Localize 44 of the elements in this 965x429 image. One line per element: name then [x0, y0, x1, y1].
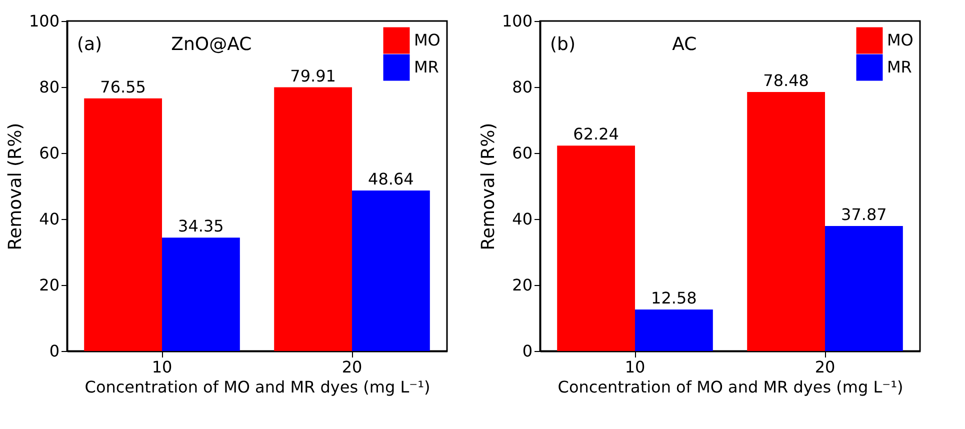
bar [84, 98, 162, 351]
bar [635, 309, 713, 351]
y-axis-title: Removal (R%) [4, 122, 26, 250]
x-tick-label: 10 [624, 358, 646, 376]
data-label: 12.58 [651, 288, 697, 308]
data-label: 76.55 [100, 77, 146, 96]
y-tick-label: 100 [28, 12, 60, 30]
x-tick-label: 20 [342, 358, 362, 376]
data-label: 62.24 [573, 124, 619, 144]
legend-label: MO [887, 30, 914, 50]
bar [825, 226, 903, 351]
legend-label: MO [414, 30, 440, 50]
x-tick-label: 10 [152, 358, 172, 376]
data-label: 79.91 [290, 66, 336, 86]
y-tick-label: 40 [39, 210, 60, 228]
bar [162, 238, 240, 351]
bar [352, 190, 430, 351]
y-axis-title: Removal (R%) [478, 122, 499, 250]
y-tick-label: 20 [39, 276, 60, 294]
y-tick-label: 60 [512, 144, 532, 162]
x-axis-title: Concentration of MO and MR dyes (mg L⁻¹) [84, 378, 430, 396]
bar [274, 87, 352, 351]
y-tick-label: 40 [512, 210, 532, 228]
annotation: (b) [550, 34, 576, 55]
y-tick-label: 80 [39, 78, 60, 96]
legend-label: MR [887, 58, 912, 76]
bar [557, 146, 635, 351]
bar [747, 92, 825, 351]
y-tick-label: 80 [512, 78, 532, 96]
y-tick-label: 60 [39, 144, 60, 162]
x-tick-label: 20 [814, 358, 836, 376]
data-label: 34.35 [178, 216, 224, 236]
data-label: 37.87 [841, 205, 887, 224]
y-tick-label: 0 [522, 342, 532, 360]
y-tick-label: 0 [49, 342, 60, 360]
annotation: AC [672, 34, 697, 55]
x-axis-title: Concentration of MO and MR dyes (mg L⁻¹) [558, 378, 904, 396]
data-label: 78.48 [763, 71, 809, 90]
y-tick-label: 100 [502, 12, 532, 30]
data-label: 48.64 [368, 169, 414, 188]
annotation: (a) [77, 34, 102, 55]
legend-label: MR [414, 58, 439, 76]
y-tick-label: 20 [512, 276, 532, 294]
annotation: ZnO@AC [171, 34, 252, 55]
